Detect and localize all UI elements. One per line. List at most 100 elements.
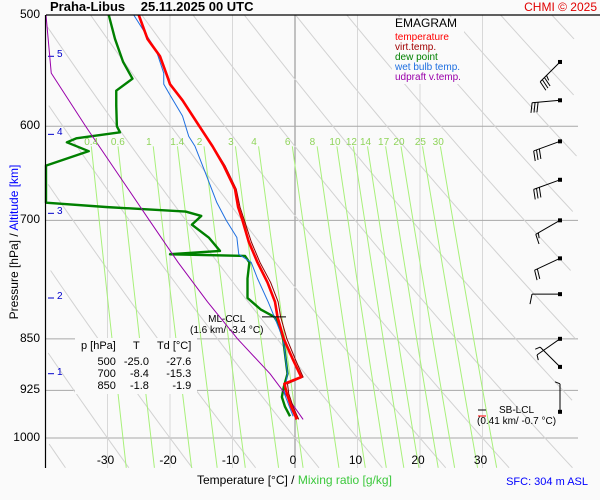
dry-adiabat (346, 14, 571, 271)
mixing-ratio-label: 2 (196, 137, 203, 148)
pressure-tick-label: 850 (19, 330, 40, 345)
table-cell: 500 (97, 356, 116, 368)
mixing-ratio-line (291, 146, 340, 468)
mixing-ratio-label: 14 (359, 137, 372, 148)
mixing-ratio-line (90, 146, 127, 468)
mixing-ratio-line (234, 146, 280, 468)
y-axis-pressure-label: Pressure [hPa] (7, 240, 21, 320)
pressure-tick-label: 600 (19, 118, 40, 133)
y-axis-sep: / (7, 230, 21, 240)
table-row: 700 -8.4 -15.3 (77, 368, 195, 380)
wind-barb-station (558, 292, 562, 297)
table-header-row: p [hPa] T Td [°C] (77, 340, 195, 356)
copyright: CHMI © 2025 (524, 0, 597, 14)
mixing-ratio-line (400, 146, 456, 468)
wind-barb-feather (536, 188, 539, 199)
wind-barb-staff (533, 179, 561, 190)
table-header: Td [°C] (156, 340, 192, 352)
grid (46, 15, 578, 468)
dry-adiabat (48, 443, 66, 469)
table-header: T (133, 340, 140, 352)
mixing-ratio-label: 25 (414, 137, 426, 148)
dry-adiabat (448, 14, 577, 157)
wind-barb (535, 346, 562, 369)
x-axis-mixing-label: Mixing ratio [g/kg] (297, 473, 392, 487)
temperature-tick-label: 0 (289, 453, 297, 467)
pressure-tick-label: 1000 (13, 430, 40, 444)
wind-barb-feather (544, 77, 551, 87)
wind-barb-feather (537, 232, 540, 239)
wind-barb-feather (554, 381, 561, 385)
table-cell: 700 (97, 368, 116, 380)
temperature-tick-label: 10 (348, 453, 363, 467)
mixing-ratio-label: 17 (378, 137, 390, 148)
wind-barb-feather (535, 346, 541, 350)
dry-adiabat (47, 352, 130, 469)
y-axis-altitude-label: Altitude [km] (7, 164, 21, 231)
wind-barb (554, 381, 562, 414)
wind-barb-station (558, 218, 562, 223)
wind-barb (533, 177, 562, 200)
table-cell: -27.6 (166, 356, 192, 368)
wind-barb-feather (536, 268, 541, 279)
dry-adiabat (500, 14, 575, 96)
mixing-ratio-label: 8 (309, 137, 316, 148)
wind-barb-feather (535, 234, 540, 245)
wind-barb-station (558, 256, 562, 261)
y-axis-label: Pressure [hPa] / Altitude [km] (7, 162, 21, 322)
mixing-ratio-line (152, 146, 193, 468)
series-udpraft-v-temp (45, 14, 304, 420)
wind-barb-station (558, 336, 562, 341)
temperature-tick-label: -20 (159, 453, 177, 467)
chart-title: Praha-Libus 25.11.2025 00 UTC (50, 0, 254, 14)
profile-series (44, 14, 304, 420)
wind-barb-station (558, 364, 562, 369)
mixing-ratio-label: 30 (432, 137, 444, 148)
temperature-tick-label: -10 (221, 453, 240, 467)
altitude-tick-label: 2 (57, 290, 63, 302)
wind-barb (529, 292, 562, 305)
legend-item-wet-bulb: wet bulb temp. (395, 62, 461, 73)
legend-item-temperature: temperature (395, 32, 449, 43)
ml-ccl-value: (1.6 km/ -3.4 °C) (190, 325, 264, 336)
pressure-tick-label: 500 (19, 7, 40, 21)
temperature-tick-label: -30 (96, 453, 115, 467)
dry-adiabat (48, 105, 320, 469)
wind-barb (530, 98, 562, 113)
dry-adiabat (90, 14, 447, 469)
wind-barbs (529, 59, 562, 414)
mixing-ratio-line (422, 146, 479, 468)
sb-lcl-label: SB-LCL (499, 405, 535, 416)
ml-ccl-label: ML-CCL (208, 314, 246, 325)
altitude-tick-label: 3 (57, 206, 63, 218)
wind-barb (539, 59, 562, 91)
mixing-ratio-label: 0.4 (84, 137, 99, 148)
table-row: 500 -25.0 -27.6 (77, 356, 195, 368)
x-axis-sep: / (287, 473, 298, 487)
mixing-ratio-label: 1 (146, 137, 152, 148)
legend-title: EMAGRAM (395, 16, 458, 30)
ml-ccl-annotation: ML-CCL (1.6 km/ -3.4 °C) (190, 314, 263, 336)
dry-adiabat (551, 14, 575, 40)
wind-barb (536, 336, 562, 361)
wind-barb-station (558, 409, 562, 414)
wind-barb (535, 218, 562, 245)
legend-item-dew-point: dew point (395, 52, 438, 63)
wind-barb (533, 139, 562, 162)
wind-barb-feather (539, 81, 547, 91)
mixing-ratio-label: 1.4 (170, 137, 185, 148)
sb-lcl-annotation: SB-LCL (0.41 km/ -0.7 °C) (477, 405, 556, 427)
mixing-ratio-line (316, 146, 366, 468)
dry-adiabat (141, 14, 510, 469)
mixing-ratio-line (439, 146, 498, 468)
wind-barb-staff (539, 346, 561, 368)
sounding-datetime: 25.11.2025 00 UTC (140, 0, 254, 14)
wind-barb-station (558, 139, 562, 144)
wind-barb-station (558, 98, 562, 103)
wind-barb-station (558, 59, 562, 64)
table-row: 850 -1.8 -1.9 (77, 380, 195, 392)
legend-item-virt-temp: virt.temp. (395, 42, 437, 53)
wind-barb-feather (538, 187, 542, 198)
table-header: p [hPa] (81, 340, 116, 352)
altitude-tick-label: 1 (57, 366, 63, 378)
